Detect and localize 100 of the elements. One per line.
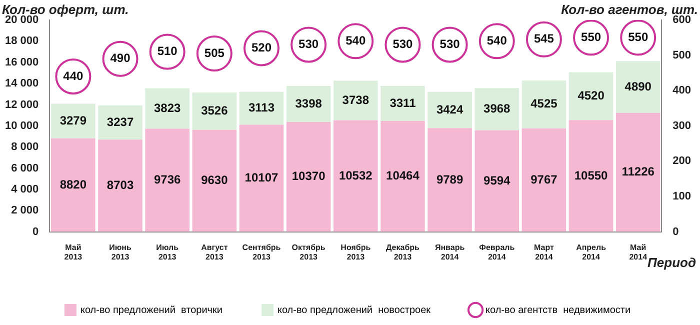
bar — [145, 128, 190, 232]
y-tick-label: 18 000 — [4, 35, 39, 48]
y-tick-label: 16 000 — [4, 56, 39, 68]
data-label: 10370 — [292, 169, 326, 184]
x-tick-label: Сентябрь 2013 — [242, 242, 281, 262]
data-label: 3823 — [154, 100, 182, 115]
data-label: 505 — [204, 46, 225, 60]
data-label: 510 — [157, 44, 178, 58]
x-tick-label: Июль 2013 — [156, 242, 179, 262]
bar — [522, 128, 566, 232]
bar — [522, 80, 566, 128]
data-label: 530 — [392, 37, 414, 52]
data-label: 550 — [628, 30, 648, 44]
bar — [428, 92, 472, 128]
bar — [239, 124, 284, 232]
data-label: 9789 — [436, 172, 464, 186]
x-tick-label: Декабрь 2013 — [386, 242, 420, 262]
data-label: 9736 — [154, 172, 182, 187]
bar — [286, 86, 331, 122]
x-tick-label: Ноябрь 2013 — [340, 242, 371, 262]
data-label: 440 — [63, 68, 84, 83]
y-tick-label: 6 000 — [11, 162, 39, 174]
x-axis-title: Период — [648, 255, 696, 270]
bar — [239, 92, 284, 125]
data-label: 10532 — [338, 168, 373, 182]
data-label: 9594 — [484, 173, 511, 188]
bar — [98, 140, 142, 232]
data-label: 4520 — [578, 88, 605, 102]
data-label: 540 — [486, 33, 508, 48]
bar — [616, 61, 660, 113]
x-tick-label: Июнь 2013 — [109, 242, 132, 262]
data-label: 520 — [251, 40, 272, 55]
data-label: 3311 — [390, 96, 416, 110]
data-label: 8703 — [106, 178, 134, 192]
data-label: 3398 — [295, 96, 322, 110]
x-tick-label: Май 2014 — [629, 242, 648, 262]
bar — [428, 128, 472, 232]
data-label: 550 — [581, 30, 602, 44]
data-label: 3738 — [342, 92, 370, 107]
data-label: 10107 — [244, 170, 278, 185]
data-label: 545 — [534, 32, 554, 46]
data-label: 10550 — [574, 168, 608, 182]
bar — [474, 88, 520, 130]
x-tick-label: Апрель 2014 — [576, 242, 606, 262]
bar — [568, 120, 614, 232]
data-label: 3526 — [201, 103, 228, 118]
y2-tick-label: 300 — [672, 120, 692, 132]
data-label: 3968 — [484, 102, 511, 116]
x-tick-label: Август 2013 — [201, 242, 228, 262]
data-label: 530 — [440, 37, 460, 52]
x-tick-label: Февраль 2014 — [479, 242, 515, 262]
data-label: 4525 — [530, 96, 558, 111]
bar — [616, 112, 660, 232]
x-tick-label: Январь 2014 — [434, 242, 465, 262]
bar — [145, 88, 190, 129]
data-label: 3279 — [60, 113, 87, 128]
y-tick-label: 8 000 — [11, 141, 39, 154]
y-tick-label: 10 000 — [4, 120, 39, 132]
data-label: 540 — [346, 33, 366, 48]
bar — [192, 92, 237, 130]
data-label: 490 — [110, 51, 131, 66]
bar — [192, 130, 237, 232]
bar — [51, 138, 96, 232]
x-tick-label: Октябрь 2013 — [292, 242, 326, 262]
y-tick-label: 0 — [32, 226, 39, 238]
legend-label: кол-во предложений вторички — [80, 304, 222, 316]
bar — [98, 105, 142, 140]
bar — [474, 130, 520, 232]
y2-tick-label: 100 — [672, 190, 692, 203]
data-label: 11226 — [622, 164, 655, 179]
bar — [380, 120, 425, 232]
y-tick-label: 14 000 — [4, 78, 39, 90]
data-label: 9767 — [530, 172, 558, 186]
data-label: 3424 — [436, 102, 464, 116]
y-tick-label: 20 000 — [4, 14, 39, 26]
bar — [51, 104, 96, 138]
bar — [286, 122, 331, 232]
bar — [334, 80, 378, 120]
data-label: 3113 — [248, 100, 275, 115]
y2-tick-label: 600 — [672, 14, 692, 26]
data-label: 530 — [298, 37, 319, 52]
y-axis-title: Кол-во оферт, шт. — [2, 2, 129, 17]
bar — [334, 120, 378, 232]
y2-tick-label: 500 — [672, 49, 692, 62]
data-label: 9630 — [201, 173, 228, 188]
data-label: 4890 — [624, 79, 652, 94]
y2-tick-label: 0 — [672, 226, 679, 238]
legend-label: кол-во предложений новостроек — [277, 304, 432, 316]
bar — [568, 72, 614, 120]
data-label: 10464 — [386, 168, 420, 183]
y2-tick-label: 400 — [672, 84, 692, 97]
y-tick-label: 2 000 — [11, 204, 39, 217]
y-tick-label: 12 000 — [4, 98, 39, 111]
data-label: 3237 — [106, 114, 134, 129]
y2-tick-label: 200 — [672, 155, 692, 168]
data-label: 8820 — [60, 177, 87, 192]
y-tick-label: 4 000 — [11, 183, 39, 196]
bar — [380, 86, 425, 121]
legend-label: кол-во агентств недвижимости — [486, 304, 631, 316]
x-tick-label: Май 2013 — [64, 242, 83, 262]
